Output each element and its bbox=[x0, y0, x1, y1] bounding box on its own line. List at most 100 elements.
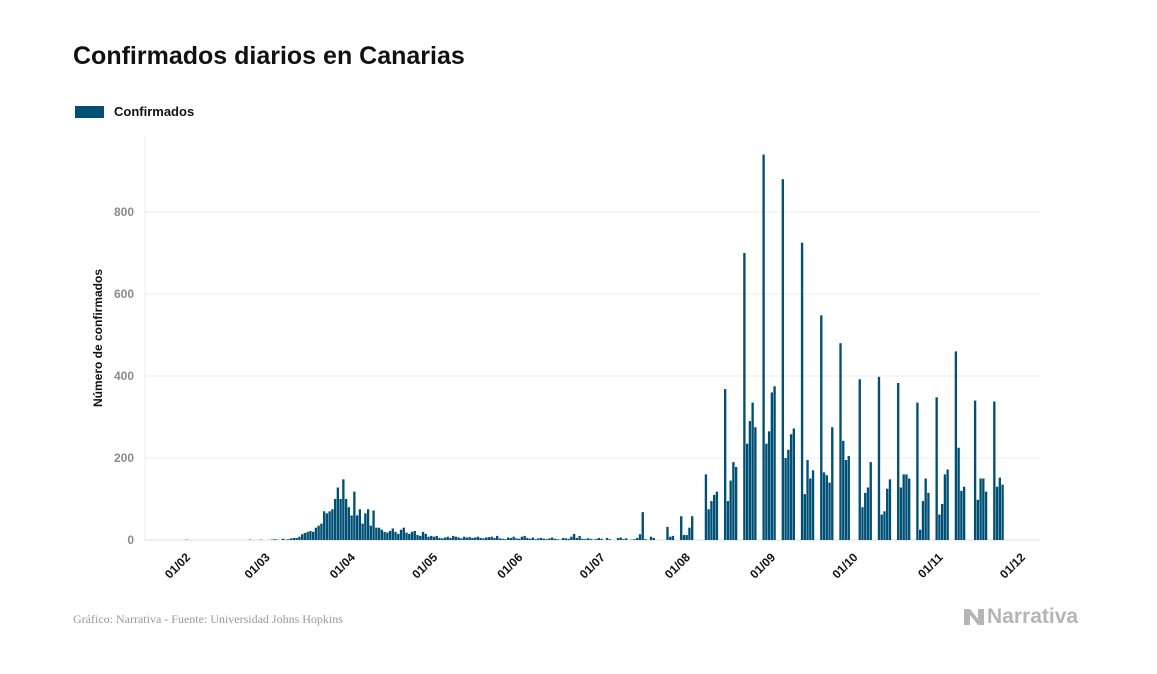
bar bbox=[539, 537, 543, 540]
bar bbox=[858, 379, 861, 540]
bar bbox=[671, 535, 675, 540]
bar bbox=[979, 478, 982, 540]
bar bbox=[361, 523, 364, 540]
y-tick-label: 200 bbox=[114, 451, 134, 465]
y-axis-label: Número de confirmados bbox=[91, 269, 105, 407]
bar bbox=[888, 479, 892, 540]
bar bbox=[809, 478, 812, 540]
bar bbox=[391, 528, 394, 540]
bar bbox=[820, 315, 823, 540]
bar bbox=[328, 511, 331, 540]
bar bbox=[303, 533, 307, 540]
bar bbox=[465, 537, 469, 540]
bar bbox=[619, 537, 622, 540]
bar bbox=[806, 460, 809, 540]
bar bbox=[449, 537, 452, 540]
bar bbox=[916, 402, 919, 540]
bar bbox=[789, 434, 793, 540]
x-tick-label: 01/05 bbox=[409, 550, 440, 581]
bar bbox=[504, 539, 507, 540]
bar bbox=[441, 538, 444, 540]
bar bbox=[962, 486, 966, 540]
bar bbox=[886, 488, 889, 540]
bar bbox=[377, 527, 381, 540]
bar bbox=[501, 538, 504, 540]
bar bbox=[715, 491, 719, 540]
bar bbox=[333, 499, 337, 540]
bar bbox=[427, 536, 430, 540]
bar bbox=[995, 486, 999, 540]
bar bbox=[298, 536, 301, 540]
bar bbox=[713, 494, 716, 540]
bar bbox=[399, 529, 403, 540]
bar bbox=[526, 537, 529, 540]
bar bbox=[273, 539, 276, 540]
bar bbox=[998, 477, 1001, 540]
bar bbox=[594, 539, 598, 540]
bar bbox=[454, 536, 458, 540]
bar bbox=[309, 530, 312, 540]
bar bbox=[899, 487, 903, 540]
bar bbox=[748, 421, 752, 540]
bar bbox=[880, 514, 883, 540]
x-tick-label: 01/11 bbox=[915, 550, 946, 581]
bar bbox=[973, 400, 977, 540]
bar bbox=[517, 538, 521, 540]
bar bbox=[531, 537, 535, 540]
bar bbox=[707, 509, 710, 540]
bar bbox=[723, 389, 727, 540]
bar bbox=[800, 242, 804, 540]
bar bbox=[710, 501, 713, 540]
bar bbox=[460, 538, 463, 540]
bar bbox=[669, 536, 672, 540]
bar bbox=[842, 440, 845, 540]
bar bbox=[408, 533, 411, 540]
bar bbox=[468, 537, 471, 540]
bar bbox=[350, 515, 353, 540]
bar bbox=[861, 507, 864, 540]
x-tick-label: 01/03 bbox=[242, 550, 273, 581]
bar bbox=[405, 532, 408, 540]
bar bbox=[600, 538, 603, 540]
bar bbox=[339, 499, 342, 540]
bar bbox=[534, 539, 537, 540]
bar bbox=[954, 351, 958, 540]
bar bbox=[567, 538, 570, 540]
bar bbox=[572, 533, 576, 540]
bar bbox=[1001, 484, 1004, 540]
bar bbox=[864, 492, 867, 540]
bar bbox=[355, 515, 359, 540]
bar bbox=[528, 538, 532, 540]
bar bbox=[938, 514, 941, 540]
legend-swatch bbox=[75, 105, 104, 118]
bar bbox=[322, 511, 326, 540]
bar bbox=[515, 538, 518, 540]
x-tick-label: 01/06 bbox=[494, 550, 525, 581]
bar bbox=[320, 523, 323, 540]
bar bbox=[831, 427, 834, 540]
bar bbox=[765, 443, 768, 540]
bar bbox=[358, 509, 362, 540]
bar bbox=[976, 499, 980, 540]
bar bbox=[342, 479, 345, 540]
bar bbox=[498, 538, 502, 540]
bar bbox=[311, 531, 315, 540]
bar bbox=[726, 501, 730, 540]
bar bbox=[485, 537, 488, 540]
bar bbox=[583, 539, 587, 540]
bar bbox=[443, 537, 447, 540]
bar bbox=[479, 537, 482, 540]
bar bbox=[685, 535, 688, 540]
bar bbox=[902, 474, 905, 540]
logo-text: Narrativa bbox=[987, 605, 1079, 628]
bar bbox=[608, 539, 611, 540]
source-note: Gráfico: Narrativa - Fuente: Universidad… bbox=[73, 612, 343, 626]
bar bbox=[553, 538, 557, 540]
bar bbox=[770, 392, 774, 540]
bar bbox=[512, 536, 515, 540]
bar bbox=[487, 537, 491, 540]
bar bbox=[380, 529, 383, 540]
bar bbox=[844, 460, 848, 540]
